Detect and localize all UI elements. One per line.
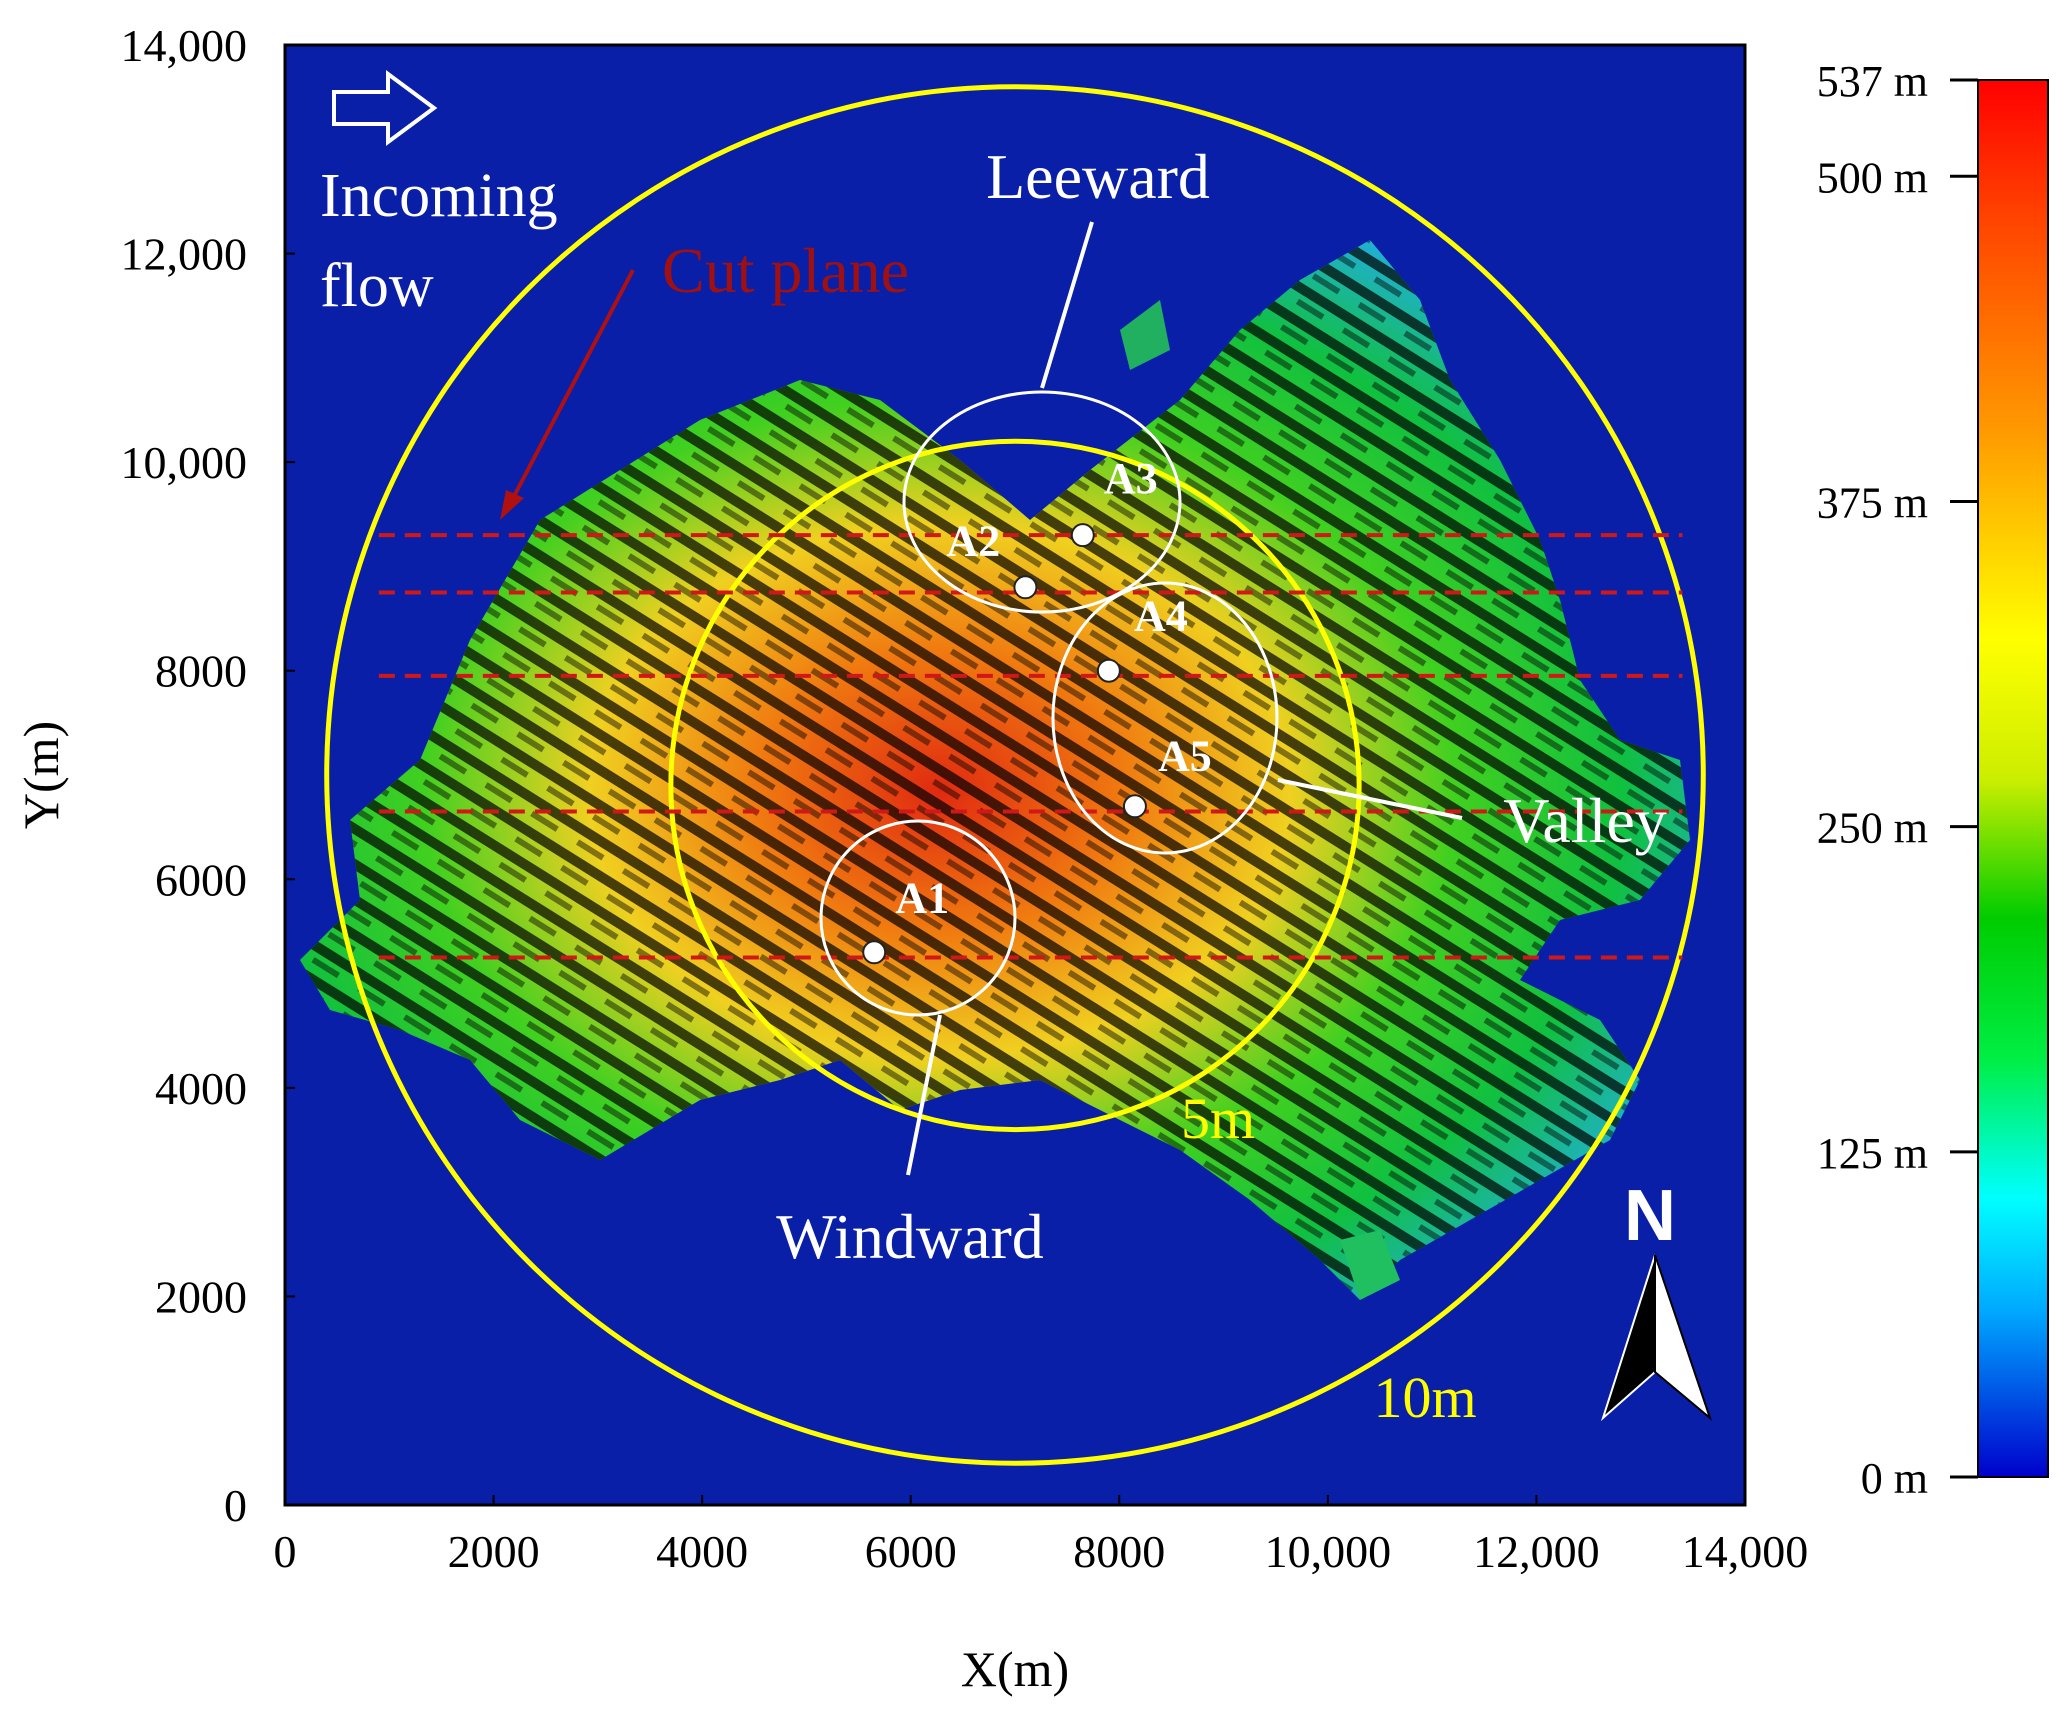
- sample-point-marker: [1013, 575, 1038, 600]
- valley-leader-line: [1277, 778, 1463, 820]
- y-tick-label: 10,000: [121, 437, 248, 488]
- sample-point-label: A5: [1158, 731, 1212, 780]
- north-arrow-icon: [1600, 1254, 1713, 1422]
- y-tick-label: 0: [224, 1480, 247, 1531]
- colorbar-tick-label: 537 m: [1817, 57, 1928, 106]
- y-tick-label: 4000: [155, 1063, 247, 1114]
- x-axis-label: X(m): [961, 1641, 1069, 1697]
- x-tick-label: 10,000: [1265, 1526, 1392, 1577]
- x-axis-ticks: 0 2000 4000 6000 8000 10,000 12,000 14,000: [274, 1495, 1809, 1577]
- leeward-leader-line: [1040, 221, 1094, 389]
- x-tick-label: 2000: [448, 1526, 540, 1577]
- terrain-island: [300, 240, 1690, 1300]
- incoming-flow-label-line1: Incoming: [320, 162, 558, 230]
- cut-plane-label: Cut plane: [662, 235, 909, 306]
- x-tick-label: 4000: [656, 1526, 748, 1577]
- x-tick-label: 14,000: [1682, 1526, 1809, 1577]
- colorbar-tick-label: 250 m: [1817, 804, 1928, 853]
- sample-point-label: A3: [1104, 454, 1158, 503]
- colorbar-tick-label: 0 m: [1861, 1454, 1928, 1503]
- leeward-label: Leeward: [986, 141, 1210, 212]
- colorbar-tick-label: 500 m: [1817, 153, 1928, 202]
- y-axis-ticks: 0 2000 4000 6000 8000 10,000 12,000 14,000: [121, 20, 295, 1531]
- sample-point-label: A4: [1134, 592, 1188, 641]
- y-tick-label: 8000: [155, 646, 247, 697]
- sample-point-marker: [1070, 523, 1095, 548]
- x-tick-label: 6000: [865, 1526, 957, 1577]
- x-tick-label: 8000: [1073, 1526, 1165, 1577]
- sample-point-label: A1: [895, 873, 949, 922]
- outer-ring: [324, 84, 1706, 1466]
- y-tick-label: 12,000: [121, 229, 248, 280]
- incoming-flow-arrow-icon: [332, 70, 438, 146]
- leeward-region-circle: [902, 390, 1182, 614]
- y-tick-label: 2000: [155, 1271, 247, 1322]
- sample-points: A1 A2 A3 A4 A5: [862, 454, 1212, 965]
- windward-region-circle: [819, 819, 1017, 1017]
- sample-point-label: A2: [947, 516, 1001, 565]
- windward-label: Windward: [776, 1201, 1044, 1272]
- colorbar-tick-label: 375 m: [1817, 478, 1928, 527]
- north-label: N: [1624, 1176, 1676, 1256]
- x-tick-label: 12,000: [1473, 1526, 1600, 1577]
- y-tick-label: 6000: [155, 854, 247, 905]
- outer-ring-label: 10m: [1373, 1365, 1476, 1430]
- valley-label: Valley: [1503, 785, 1667, 856]
- sample-point-marker: [1096, 658, 1121, 683]
- radius-rings: [324, 84, 1706, 1466]
- cut-plane-arrowhead-icon: [500, 490, 524, 520]
- inner-ring: [668, 438, 1362, 1133]
- y-tick-label: 14,000: [121, 20, 248, 71]
- windward-leader-line: [906, 1014, 942, 1176]
- colorbar-ticks: 0 m 125 m 250 m 375 m 500 m 537 m: [1817, 57, 1978, 1503]
- incoming-flow-label-line2: flow: [320, 252, 434, 320]
- colorbar-tick-label: 125 m: [1817, 1129, 1928, 1178]
- sample-point-marker: [1122, 794, 1147, 819]
- valley-region-circle: [1051, 581, 1279, 855]
- inner-ring-label: 5m: [1181, 1086, 1255, 1151]
- sample-point-marker: [862, 940, 887, 965]
- colorbar: [1977, 79, 2049, 1478]
- x-tick-label: 0: [274, 1526, 297, 1577]
- cut-plane-pointer-line: [510, 269, 635, 501]
- y-axis-label: Y(m): [13, 721, 69, 829]
